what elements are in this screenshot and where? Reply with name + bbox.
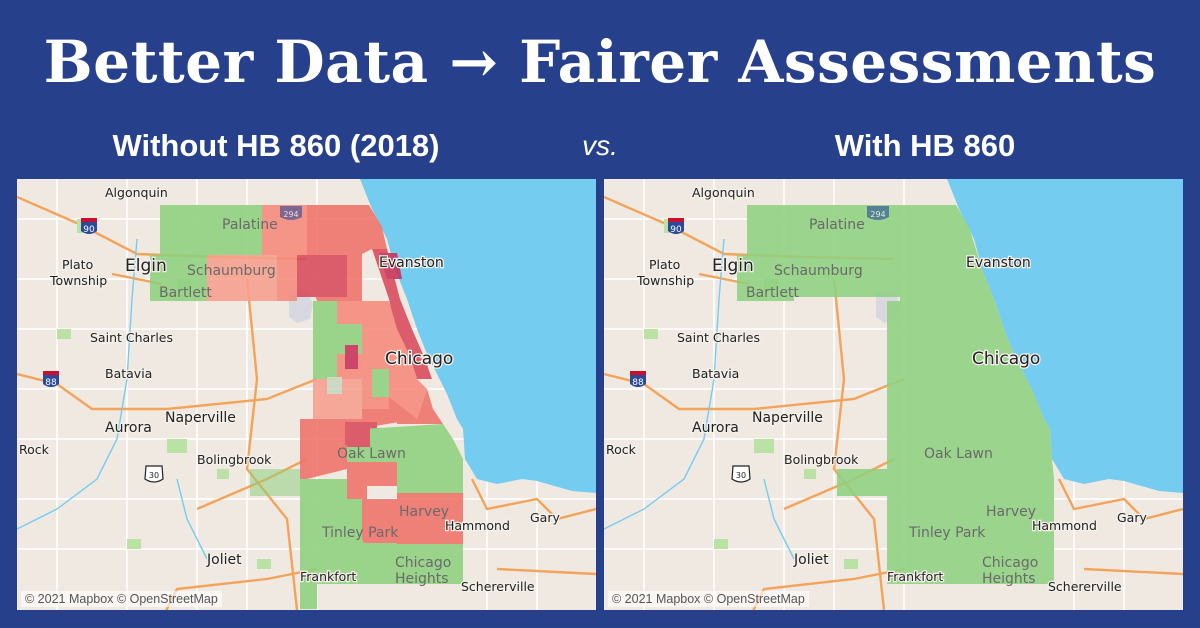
label-hammond: Hammond: [445, 518, 510, 533]
interstate-294-shield-icon: 294: [280, 206, 302, 220]
place-labels: Algonquin Palatine Elgin Plato Township …: [605, 184, 1149, 596]
basemap-highways: [604, 195, 1183, 610]
label-chicago-heights-1: Chicago: [395, 555, 451, 571]
label-evanston: Evanston: [966, 255, 1031, 271]
headline-right: Fairer Assessments: [519, 28, 1157, 96]
svg-text:294: 294: [283, 210, 298, 219]
label-frankfort: Frankfort: [300, 569, 356, 584]
place-labels: Algonquin Palatine Elgin Plato Township …: [18, 184, 562, 596]
label-rock: Rock: [19, 442, 50, 457]
label-saint-charles: Saint Charles: [677, 330, 760, 345]
label-tinley-park: Tinley Park: [321, 525, 399, 541]
label-bolingbrook: Bolingbrook: [784, 452, 859, 467]
basemap-rivers: [17, 238, 208, 560]
label-algonquin: Algonquin: [692, 185, 755, 200]
lake-michigan: [360, 179, 596, 493]
choropleth-without: [150, 205, 463, 609]
basemap-rivers: [604, 238, 795, 560]
map-attribution[interactable]: © 2021 Mapbox © OpenStreetMap: [21, 591, 222, 607]
label-oak-lawn: Oak Lawn: [924, 446, 993, 462]
label-schaumburg: Schaumburg: [187, 263, 276, 279]
headline-left: Better Data: [43, 28, 429, 96]
label-gary: Gary: [1117, 510, 1147, 525]
label-schererville: Schererville: [461, 579, 535, 594]
subtitle-vs: vs.: [582, 130, 618, 161]
label-naperville: Naperville: [752, 410, 823, 426]
label-frankfort: Frankfort: [887, 569, 943, 584]
label-elgin: Elgin: [125, 256, 167, 276]
label-schaumburg: Schaumburg: [774, 263, 863, 279]
label-elgin: Elgin: [712, 256, 754, 276]
interstate-294-shield-icon: 294: [867, 206, 889, 220]
svg-text:294: 294: [870, 210, 885, 219]
label-joliet: Joliet: [793, 552, 829, 568]
label-saint-charles: Saint Charles: [90, 330, 173, 345]
label-aurora: Aurora: [692, 420, 739, 436]
label-hammond: Hammond: [1032, 518, 1097, 533]
us-30-shield-icon: 30: [731, 465, 751, 483]
label-harvey: Harvey: [986, 504, 1036, 520]
label-township: Township: [636, 273, 694, 288]
svg-text:30: 30: [736, 471, 746, 480]
without-hb860-map[interactable]: Algonquin Palatine Elgin Plato Township …: [17, 179, 596, 610]
choropleth-with: [737, 205, 1054, 584]
interstate-88-shield-icon: 88: [43, 371, 59, 388]
label-joliet: Joliet: [206, 552, 242, 568]
label-schererville: Schererville: [1048, 579, 1122, 594]
label-naperville: Naperville: [165, 410, 236, 426]
label-chicago: Chicago: [972, 349, 1040, 369]
svg-text:88: 88: [45, 378, 57, 388]
label-chicago-heights-2: Heights: [982, 571, 1036, 587]
subtitle-with: With HB 860: [834, 128, 1016, 163]
label-evanston: Evanston: [379, 255, 444, 271]
label-bartlett: Bartlett: [159, 285, 212, 301]
label-plato: Plato: [62, 257, 93, 272]
svg-text:30: 30: [149, 471, 159, 480]
label-plato: Plato: [649, 257, 680, 272]
label-chicago-heights-2: Heights: [395, 571, 449, 587]
interstate-90-shield-icon: 90: [81, 218, 97, 235]
arrow-icon: →: [449, 28, 499, 96]
label-bolingbrook: Bolingbrook: [197, 452, 272, 467]
label-aurora: Aurora: [105, 420, 152, 436]
with-hb860-map[interactable]: Algonquin Palatine Elgin Plato Township …: [604, 179, 1183, 610]
label-batavia: Batavia: [692, 366, 739, 381]
svg-text:90: 90: [670, 225, 682, 235]
map-canvas: Algonquin Palatine Elgin Plato Township …: [604, 179, 1183, 610]
label-harvey: Harvey: [399, 504, 449, 520]
label-tinley-park: Tinley Park: [908, 525, 986, 541]
label-gary: Gary: [530, 510, 560, 525]
label-chicago: Chicago: [385, 349, 453, 369]
label-bartlett: Bartlett: [746, 285, 799, 301]
lake-michigan: [947, 179, 1183, 493]
interstate-88-shield-icon: 88: [630, 371, 646, 388]
map-attribution[interactable]: © 2021 Mapbox © OpenStreetMap: [608, 591, 809, 607]
subtitle-without: Without HB 860 (2018): [112, 128, 440, 163]
map-canvas: Algonquin Palatine Elgin Plato Township …: [17, 179, 596, 610]
label-rock: Rock: [606, 442, 637, 457]
label-oak-lawn: Oak Lawn: [337, 446, 406, 462]
label-batavia: Batavia: [105, 366, 152, 381]
label-palatine: Palatine: [809, 217, 865, 233]
label-palatine: Palatine: [222, 217, 278, 233]
svg-text:88: 88: [632, 378, 644, 388]
label-township: Township: [49, 273, 107, 288]
us-30-shield-icon: 30: [144, 465, 164, 483]
label-chicago-heights-1: Chicago: [982, 555, 1038, 571]
svg-text:90: 90: [83, 225, 95, 235]
headline: Better Data → Fairer Assessments: [0, 22, 1200, 102]
interstate-90-shield-icon: 90: [668, 218, 684, 235]
label-algonquin: Algonquin: [105, 185, 168, 200]
